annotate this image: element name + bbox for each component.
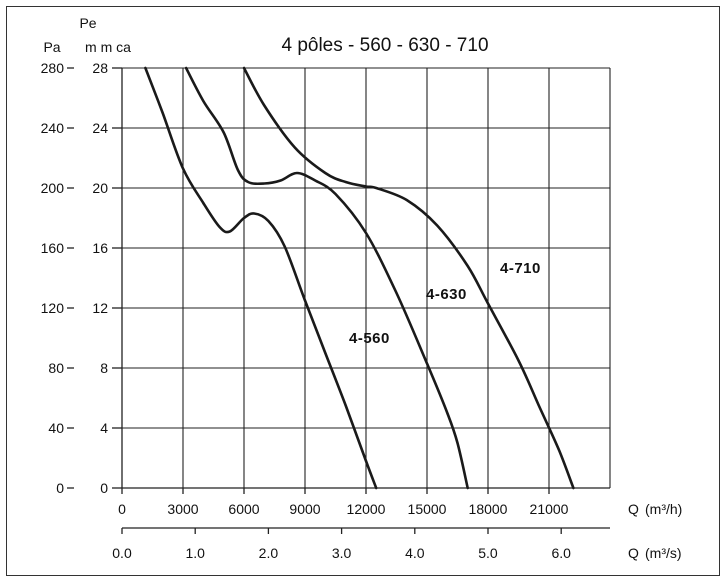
curve-label-4-710: 4-710 [500, 260, 541, 277]
y-primary-tick-labels: 0 40 80 120 160 200 240 280 [41, 60, 74, 496]
x-secondary-tick-label: 2.0 [259, 545, 279, 561]
y-secondary-tick-label: 12 [92, 300, 108, 316]
x-primary-tick-label: 9000 [289, 501, 320, 517]
y-secondary-tick-label: 16 [92, 240, 108, 256]
curve-4-560 [144, 66, 378, 490]
x-secondary-axis-unit: (m³/s) [645, 545, 682, 561]
x-secondary-tick-label: 6.0 [551, 545, 571, 561]
y-primary-tick-label: 240 [41, 120, 65, 136]
y-secondary-tick-label: 0 [100, 480, 108, 496]
y-secondary-unit-label: m m ca [85, 39, 131, 55]
x-secondary-tick-label: 1.0 [185, 545, 205, 561]
y-secondary-tick-label: 20 [92, 180, 108, 196]
grid-lines [121, 67, 611, 489]
y-secondary-tick-label: 4 [100, 420, 108, 436]
x-secondary-tick-label: 5.0 [478, 545, 498, 561]
x-primary-tick-label: 6000 [228, 501, 259, 517]
x-secondary-axis-label: Q [628, 545, 639, 561]
x-secondary-tick-label: 3.0 [332, 545, 352, 561]
y-secondary-tick-label: 8 [100, 360, 108, 376]
curve-4-630 [184, 66, 469, 490]
curve-4-710 [242, 66, 575, 490]
x-primary-tick-labels: 0 3000 6000 9000 12000 15000 18000 21000 [118, 488, 569, 517]
chart-frame [6, 6, 720, 576]
chart-title: 4 pôles - 560 - 630 - 710 [281, 35, 488, 56]
y-primary-tick-label: 0 [56, 480, 64, 496]
y-secondary-tick-label: 24 [92, 120, 108, 136]
y-primary-tick-label: 160 [41, 240, 65, 256]
x-primary-tick-label: 21000 [530, 501, 569, 517]
y-primary-tick-label: 80 [48, 360, 64, 376]
x-secondary-tick-label: 0.0 [112, 545, 132, 561]
y-primary-tick-label: 40 [48, 420, 64, 436]
y-primary-tick-label: 280 [41, 60, 65, 76]
x-primary-tick-label: 18000 [469, 501, 508, 517]
x-primary-axis-unit: (m³/h) [645, 501, 682, 517]
x-primary-tick-label: 0 [118, 501, 126, 517]
x-primary-axis-label: Q [628, 501, 639, 517]
x-secondary-tick-label: 4.0 [405, 545, 425, 561]
x-primary-tick-label: 3000 [167, 501, 198, 517]
x-primary-tick-label: 12000 [347, 501, 386, 517]
y-secondary-tick-labels: 0 4 8 12 16 20 24 28 [92, 60, 122, 496]
y-primary-unit-label: Pa [43, 39, 60, 55]
curve-label-4-560: 4-560 [349, 330, 390, 347]
x-primary-tick-label: 15000 [408, 501, 447, 517]
performance-curves [144, 66, 575, 490]
y-primary-tick-label: 200 [41, 180, 65, 196]
y-secondary-unit-label-top: Pe [79, 15, 96, 31]
y-primary-tick-label: 120 [41, 300, 65, 316]
x-secondary-tick-labels: 0.0 1.0 2.0 3.0 4.0 5.0 6.0 [112, 528, 571, 561]
curve-label-4-630: 4-630 [426, 286, 467, 303]
y-secondary-tick-label: 28 [92, 60, 108, 76]
x-secondary-axis-title: Q (m³/s) [628, 545, 682, 561]
x-primary-axis-title: Q (m³/h) [628, 501, 682, 517]
